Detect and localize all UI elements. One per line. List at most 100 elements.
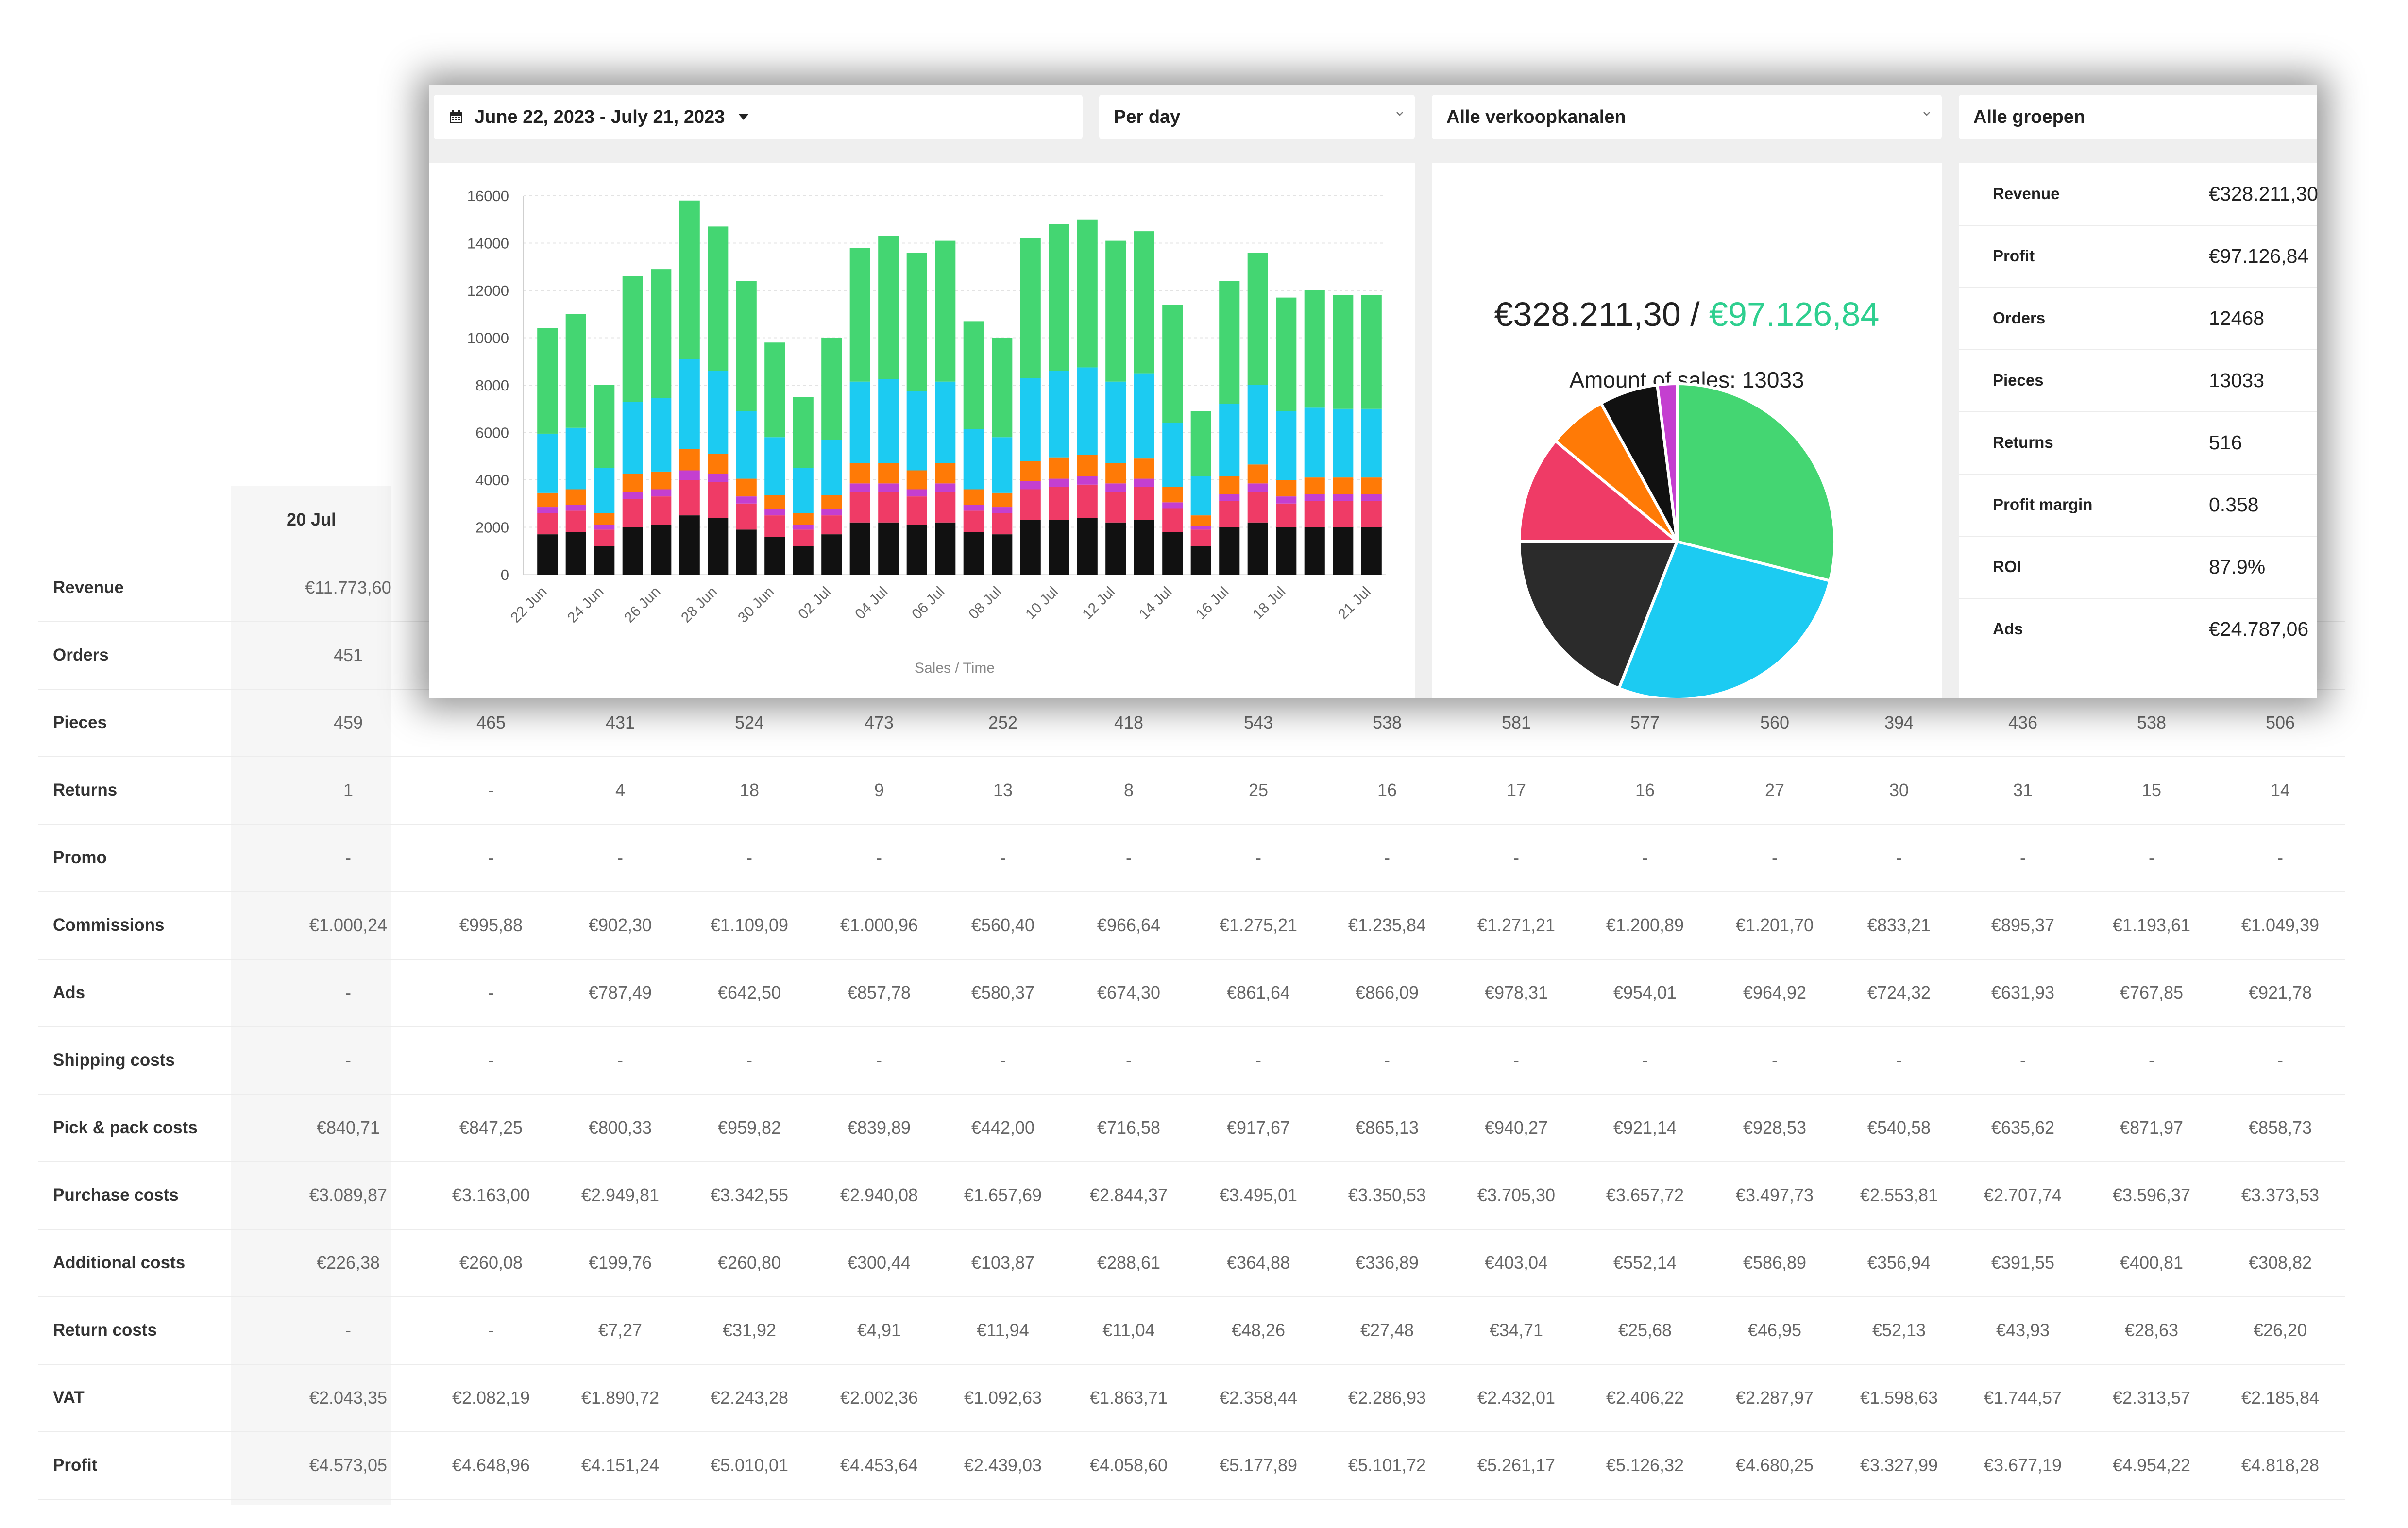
bar-segment: [1020, 481, 1041, 490]
revenue-total: €328.211,30: [1494, 295, 1681, 333]
bar-segment: [565, 532, 586, 575]
table-cell: 15: [2141, 780, 2162, 800]
table-cell: €839,89: [847, 1117, 911, 1138]
table-cell: €5.177,89: [1219, 1455, 1298, 1475]
table-cell: €2.002,36: [840, 1387, 918, 1408]
table-cell: -: [488, 780, 494, 800]
bar-segment: [1276, 496, 1297, 504]
x-tick-label: 12 Jul: [1079, 584, 1118, 623]
bar-segment: [1190, 515, 1211, 526]
table-cell: 560: [1760, 712, 1790, 732]
bar-segment: [736, 281, 757, 411]
table-cell: €865,13: [1355, 1117, 1419, 1138]
table-cell: 581: [1501, 712, 1531, 732]
caret-down-icon: [738, 114, 749, 120]
pie-slice: [1617, 540, 1832, 698]
row-label: Returns: [53, 780, 118, 799]
bar-segment: [1361, 477, 1382, 494]
bar-segment: [764, 342, 785, 438]
table-cell: €921,14: [1613, 1117, 1677, 1138]
table-cell: €1.201,70: [1735, 915, 1814, 935]
table-cell: -: [746, 1050, 752, 1070]
bar-segment: [1276, 503, 1297, 527]
x-tick-label: 30 Jun: [735, 584, 777, 626]
table-cell: €787,49: [588, 982, 652, 1002]
table-cell: €800,33: [588, 1117, 652, 1138]
sales-pie-chart: [1517, 382, 1836, 698]
group-select[interactable]: Alle groepen: [1959, 95, 2317, 139]
table-cell: €2.844,37: [1089, 1185, 1168, 1205]
table-cell: €1.000,24: [309, 915, 388, 935]
kpi-label: Profit: [1993, 247, 2035, 265]
bar-segment: [1134, 373, 1154, 459]
bar-segment: [651, 471, 672, 490]
row-label: Pieces: [53, 713, 107, 732]
date-range-picker[interactable]: June 22, 2023 - July 21, 2023: [434, 95, 1083, 139]
table-cell: 394: [1884, 712, 1914, 732]
table-cell: €364,88: [1226, 1252, 1290, 1273]
bar-segment: [679, 480, 700, 516]
table-cell: €1.271,21: [1477, 915, 1556, 935]
y-tick-label: 10000: [467, 330, 509, 347]
bar-segment: [1162, 305, 1183, 423]
channel-select[interactable]: Alle verkoopkanalen: [1432, 95, 1942, 139]
x-tick-label: 28 Jun: [678, 584, 720, 626]
bar-segment: [764, 515, 785, 537]
table-row: Ads - - €787,49 €642,50 €857,78 €580,37 €674,30…: [38, 959, 2345, 1027]
table-cell: €48,26: [1231, 1320, 1286, 1340]
table-cell: -: [2277, 847, 2283, 867]
bar-segment: [708, 226, 729, 371]
bar-segment: [1190, 526, 1211, 530]
kpi-label: ROI: [1993, 558, 2021, 576]
table-cell: €5.126,32: [1606, 1455, 1684, 1475]
table-cell: €902,30: [588, 915, 652, 935]
table-cell: €3.342,55: [710, 1185, 789, 1205]
bar-segment: [1247, 464, 1268, 484]
bar-segment: [1105, 492, 1126, 523]
table-cell: -: [746, 847, 752, 867]
bar-segment: [1276, 297, 1297, 411]
table-row: Returns 1 - 4 18 9 13 8 25 16 17 16 27 30 31 15 14: [38, 756, 2345, 825]
x-tick-label: 16 Jul: [1193, 584, 1232, 623]
table-cell: €1.000,96: [840, 915, 918, 935]
bar-segment: [1219, 404, 1240, 476]
row-label: Pick & pack costs: [53, 1118, 198, 1137]
table-cell: 25: [1248, 780, 1269, 800]
table-cell: 14: [2270, 780, 2290, 800]
bar-segment: [878, 463, 899, 484]
table-cell: €847,25: [459, 1117, 523, 1138]
table-cell: €442,00: [971, 1117, 1035, 1138]
table-cell: 473: [864, 712, 894, 732]
bar-segment: [594, 525, 615, 530]
bar-segment: [1020, 461, 1041, 481]
x-tick-label: 22 Jun: [508, 584, 550, 626]
table-cell: -: [345, 1320, 351, 1340]
table-cell: €724,32: [1867, 982, 1931, 1002]
bar-segment: [963, 429, 984, 490]
table-cell: -: [488, 1320, 494, 1340]
bar-segment: [963, 532, 984, 575]
table-cell: €861,64: [1226, 982, 1290, 1002]
table-row: Purchase costs €3.089,87 €3.163,00 €2.949,8…: [38, 1161, 2345, 1230]
bar-segment: [1276, 411, 1297, 480]
bar-segment: [1190, 546, 1211, 575]
table-cell: 17: [1506, 780, 1526, 800]
bar-segment: [679, 359, 700, 449]
kpi-value: 0.358: [2209, 493, 2259, 516]
bar-segment: [537, 534, 558, 575]
bar-segment: [1333, 477, 1354, 494]
table-cell: €1.193,61: [2112, 915, 2191, 935]
table-cell: €4.058,60: [1089, 1455, 1168, 1475]
table-cell: €3.596,37: [2112, 1185, 2191, 1205]
table-cell: €2.432,01: [1477, 1387, 1556, 1408]
bar-segment: [849, 483, 870, 492]
bar-segment: [1049, 457, 1069, 479]
bar-segment: [878, 236, 899, 379]
bar-segment: [849, 522, 870, 575]
bar-segment: [1361, 501, 1382, 527]
table-row: Shipping costs - - - - - - - - - - - - - - - -: [38, 1026, 2345, 1095]
bar-segment: [1361, 527, 1382, 575]
table-cell: €3.373,53: [2241, 1185, 2320, 1205]
table-cell: €1.109,09: [710, 915, 789, 935]
period-select[interactable]: Per day: [1099, 95, 1415, 139]
